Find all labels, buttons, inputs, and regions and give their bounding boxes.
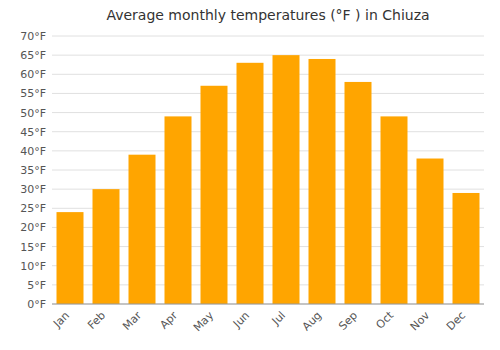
bar xyxy=(165,116,192,304)
bar xyxy=(381,116,408,304)
y-tick-label: 60°F xyxy=(20,68,46,81)
bar xyxy=(57,212,84,304)
x-tick-label: Nov xyxy=(408,309,433,334)
bar xyxy=(309,59,336,304)
y-tick-label: 30°F xyxy=(20,183,46,196)
grid-line xyxy=(52,304,484,305)
x-tick-label: Mar xyxy=(120,309,144,333)
y-tick-label: 25°F xyxy=(20,202,46,215)
grid-line xyxy=(52,36,484,37)
bars xyxy=(57,55,480,304)
y-tick-label: 35°F xyxy=(20,164,46,177)
bar xyxy=(453,193,480,304)
y-tick-label: 5°F xyxy=(27,279,46,292)
chart-container: Average monthly temperatures (°F ) in Ch… xyxy=(0,0,500,350)
x-tick-label: Dec xyxy=(444,309,468,333)
y-tick-label: 45°F xyxy=(20,126,46,139)
grid-line xyxy=(52,55,484,56)
y-axis: 0°F 5°F 10°F 15°F 20°F 25°F 30°F 35°F 40°F 45°F 50… xyxy=(20,30,484,311)
bar xyxy=(93,189,120,304)
x-tick-label: Sep xyxy=(336,309,360,333)
y-tick-label: 65°F xyxy=(20,49,46,62)
bar xyxy=(129,155,156,304)
y-tick-label: 70°F xyxy=(20,30,46,43)
x-tick-label: Oct xyxy=(373,308,396,331)
y-tick-label: 10°F xyxy=(20,260,46,273)
x-tick-label: Aug xyxy=(300,309,324,333)
grid-line xyxy=(52,74,484,75)
x-tick-label: Apr xyxy=(157,309,180,332)
x-axis: Jan Feb Mar Apr May Jun Jul Aug Sep Oct Nov Dec xyxy=(50,308,468,334)
grid-line xyxy=(52,131,484,132)
x-tick-label: Feb xyxy=(85,309,108,332)
bar xyxy=(345,82,372,304)
bar xyxy=(417,159,444,304)
y-tick-label: 0°F xyxy=(27,298,46,311)
title: Average monthly temperatures (°F ) in Ch… xyxy=(106,7,429,23)
chart-svg: Average monthly temperatures (°F ) in Ch… xyxy=(0,0,500,350)
y-tick-label: 55°F xyxy=(20,87,46,100)
grid-line xyxy=(52,112,484,113)
bar xyxy=(237,63,264,304)
grid-line xyxy=(52,93,484,94)
y-tick-label: 15°F xyxy=(20,241,46,254)
y-tick-label: 40°F xyxy=(20,145,46,158)
x-tick-label: Jan xyxy=(50,309,72,331)
y-tick-label: 50°F xyxy=(20,107,46,120)
grid-line xyxy=(52,150,484,151)
bar xyxy=(201,86,228,304)
bar xyxy=(273,55,300,304)
y-tick-label: 20°F xyxy=(20,221,46,234)
x-tick-label: May xyxy=(191,309,217,335)
x-axis-line xyxy=(52,304,484,305)
x-tick-label: Jul xyxy=(269,309,288,328)
x-tick-label: Jun xyxy=(230,309,252,331)
